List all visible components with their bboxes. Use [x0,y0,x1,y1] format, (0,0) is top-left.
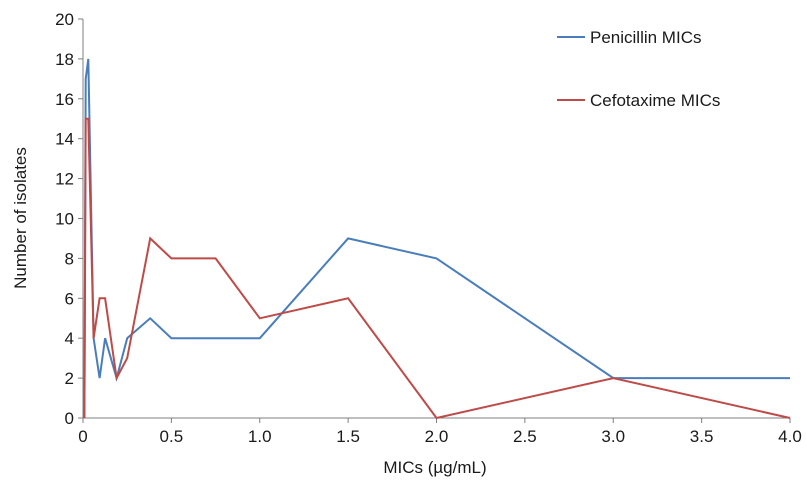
series-line-1 [83,58,790,419]
y-tick-label: 6 [65,289,74,308]
legend: Penicillin MICs Cefotaxime MICs [557,28,720,110]
y-tick-label: 14 [55,130,74,149]
y-tick-label: 2 [65,369,74,388]
plot-area [83,58,791,420]
x-tick-label: 0.5 [160,427,184,446]
y-tick-label: 16 [55,90,74,109]
x-tick-label: 0 [78,427,87,446]
x-tick-label: 3.5 [690,427,714,446]
y-tick-label: 20 [55,10,74,29]
y-tick-label: 0 [65,409,74,428]
x-tick-label: 2.0 [425,427,449,446]
y-axis-title: Number of isolates [11,147,30,289]
y-tick-label: 12 [55,170,74,189]
series-line-2 [83,117,791,420]
y-tick-label: 18 [55,50,74,69]
x-tick-label: 4.0 [778,427,802,446]
x-tick-label: 1.0 [248,427,272,446]
y-axis: 0 2 4 6 8 10 12 14 16 18 20 [55,10,84,428]
legend-label: Penicillin MICs [590,28,701,47]
legend-label: Cefotaxime MICs [590,91,720,110]
y-tick-label: 4 [65,329,74,348]
x-axis-title: MICs (µg/mL) [383,458,486,477]
x-tick-label: 3.0 [601,427,625,446]
y-tick-label: 10 [55,210,74,229]
y-tick-label: 8 [65,249,74,268]
x-tick-label: 1.5 [336,427,360,446]
x-tick-label: 2.5 [513,427,537,446]
x-axis: 0 0.5 1.0 1.5 2.0 2.5 3.0 3.5 4.0 [78,417,802,446]
